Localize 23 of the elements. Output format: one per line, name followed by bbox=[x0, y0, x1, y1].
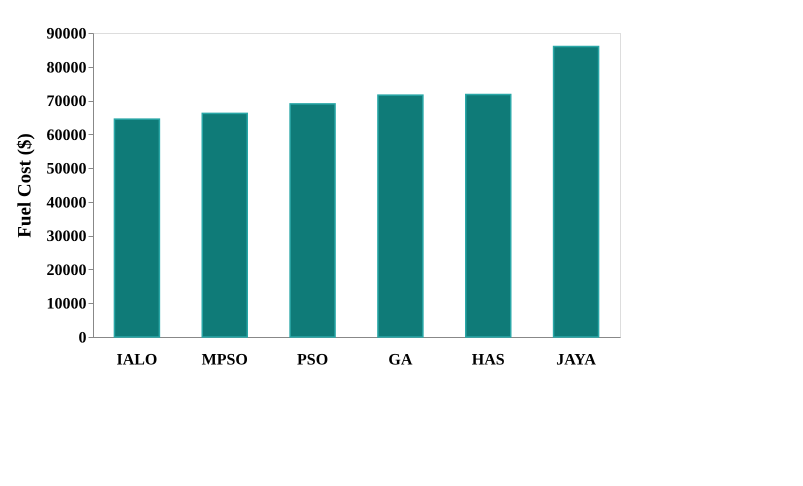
bar bbox=[552, 46, 600, 338]
y-tick-label: 10000 bbox=[46, 296, 86, 313]
bar bbox=[114, 118, 160, 338]
y-tick-label: 70000 bbox=[46, 93, 86, 110]
y-tick-label: 0 bbox=[78, 330, 86, 346]
x-tick-label: MPSO bbox=[202, 352, 248, 368]
bar bbox=[377, 94, 424, 338]
y-tick-label: 80000 bbox=[46, 59, 86, 76]
y-tick-label: 20000 bbox=[46, 262, 86, 279]
y-tick-label: 60000 bbox=[46, 126, 86, 144]
y-tick-label: 30000 bbox=[46, 228, 86, 246]
x-tick-label: HAS bbox=[472, 352, 505, 368]
y-axis-title: Fuel Cost ($) bbox=[14, 133, 36, 238]
x-tick-label: JAYA bbox=[556, 352, 596, 368]
x-tick-label: GA bbox=[388, 352, 413, 368]
y-tick-label: 90000 bbox=[46, 26, 86, 42]
x-tick-label: PSO bbox=[297, 352, 328, 368]
y-tick-label: 50000 bbox=[46, 160, 86, 178]
x-tick-label: IALO bbox=[116, 352, 158, 368]
bar bbox=[202, 112, 248, 338]
bar bbox=[289, 103, 336, 338]
bar bbox=[465, 94, 512, 338]
y-tick-label: 40000 bbox=[46, 194, 86, 212]
